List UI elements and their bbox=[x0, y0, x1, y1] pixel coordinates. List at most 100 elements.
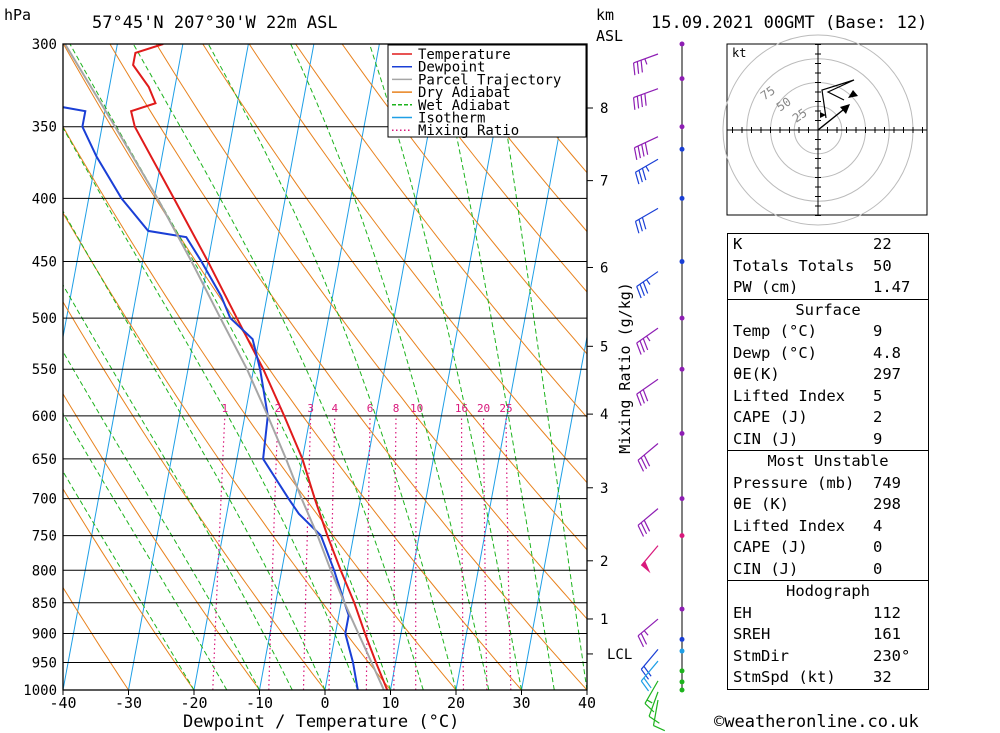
isotherm-line bbox=[63, 44, 184, 690]
surface-row: CIN (J) 9 bbox=[728, 429, 928, 451]
temp-tick-label: 40 bbox=[578, 694, 596, 712]
wind-level-dot bbox=[679, 315, 685, 321]
isotherm-line bbox=[128, 44, 249, 690]
km-tick-label: 6 bbox=[600, 260, 608, 276]
mixing-ratio-line bbox=[212, 415, 226, 690]
legend-entry: Mixing Ratio bbox=[418, 123, 519, 139]
most-unstable-row: CIN (J) 0 bbox=[728, 559, 928, 581]
surface-row: θE(K) 297 bbox=[728, 364, 928, 386]
mixing-ratio-line bbox=[302, 415, 312, 690]
mixing-ratio-line bbox=[328, 415, 336, 690]
hodograph-arrowhead bbox=[848, 90, 858, 98]
mixing-ratio-axis-label: Mixing Ratio (g/kg) bbox=[616, 282, 634, 454]
wind-level-dot bbox=[679, 195, 685, 201]
index-value: 0 bbox=[873, 559, 883, 578]
index-label: StmDir bbox=[733, 646, 789, 665]
temperature-profile bbox=[129, 44, 389, 690]
wind-level-dot bbox=[679, 76, 685, 82]
wind-barb bbox=[634, 158, 659, 185]
wind-barb bbox=[632, 53, 659, 76]
index-label: Lifted Index bbox=[733, 516, 845, 535]
wind-level-dot bbox=[679, 533, 685, 539]
most-unstable-row: θE (K) 298 bbox=[728, 494, 928, 516]
wind-level-dot bbox=[679, 636, 685, 642]
index-value: 22 bbox=[873, 235, 892, 253]
wind-barb bbox=[632, 88, 659, 110]
dry-adiabat-line bbox=[388, 44, 587, 293]
wind-barb bbox=[636, 378, 659, 406]
pressure-tick-label: 750 bbox=[32, 529, 57, 545]
wind-level-dot bbox=[679, 648, 685, 654]
wind-barb bbox=[652, 699, 666, 732]
isotherm-line bbox=[390, 44, 511, 690]
index-value: 297 bbox=[873, 365, 901, 383]
index-value: 1.47 bbox=[873, 278, 911, 296]
index-label: K bbox=[733, 235, 743, 253]
hodograph-index-row: StmDir 230° bbox=[728, 646, 928, 668]
mixing-ratio-label: 3 bbox=[307, 402, 314, 415]
index-label: StmSpd (kt) bbox=[733, 668, 836, 686]
credit-label: ©weatheronline.co.uk bbox=[714, 712, 919, 732]
wind-barb bbox=[640, 545, 659, 574]
wet-adiabat-line bbox=[63, 126, 359, 690]
km-tick-label: 8 bbox=[600, 101, 608, 117]
wet-adiabat-line bbox=[436, 44, 555, 690]
mixing-ratio-label: 10 bbox=[410, 402, 423, 415]
wind-level-dot bbox=[679, 146, 685, 152]
mixing-ratio-label: 8 bbox=[393, 402, 400, 415]
wind-level-dot bbox=[679, 496, 685, 502]
hodograph-index-section-title: Hodograph bbox=[728, 580, 928, 603]
mixing-ratio-label: 20 bbox=[477, 402, 490, 415]
km-tick-label: 1 bbox=[600, 612, 608, 628]
km-tick-label: 3 bbox=[600, 481, 608, 497]
mixing-ratio-line bbox=[415, 415, 418, 690]
index-value: 4.8 bbox=[873, 343, 901, 362]
isotherm-line bbox=[586, 687, 587, 690]
isotherm-line bbox=[193, 44, 315, 690]
wind-barb bbox=[637, 443, 659, 472]
wind-level-dot bbox=[679, 259, 685, 265]
wind-barb bbox=[636, 327, 659, 355]
index-label: CAPE (J) bbox=[733, 538, 808, 556]
index-value: 9 bbox=[873, 429, 883, 448]
legend-entry: Dewpoint bbox=[418, 60, 485, 76]
pressure-tick-label: 700 bbox=[32, 492, 57, 508]
temp-tick-label: 30 bbox=[512, 694, 530, 712]
dry-adiabat-line bbox=[295, 44, 587, 419]
dry-adiabat-line bbox=[63, 44, 522, 690]
mixing-ratio-label: 2 bbox=[275, 402, 282, 415]
wet-adiabat-line bbox=[369, 44, 522, 690]
mixing-ratio-line bbox=[268, 415, 279, 690]
pressure-tick-label: 350 bbox=[32, 120, 57, 136]
km-tick-label: 7 bbox=[600, 174, 608, 190]
hodograph-index-row: SREH 161 bbox=[728, 624, 928, 646]
mixing-ratio-label: 6 bbox=[367, 402, 374, 415]
most-unstable-row: Lifted Index 4 bbox=[728, 516, 928, 538]
hodograph-ring-label: 25 bbox=[790, 106, 810, 126]
hodograph-ring-label: 50 bbox=[774, 95, 794, 115]
km-tick-label: 4 bbox=[600, 407, 608, 423]
index-value: 50 bbox=[873, 256, 892, 275]
dry-adiabat-line bbox=[202, 44, 587, 551]
temp-tick-label: 20 bbox=[447, 694, 465, 712]
surface-row: Dewp (°C) 4.8 bbox=[728, 343, 928, 365]
temp-tick-label: -40 bbox=[49, 694, 76, 712]
wind-level-dot bbox=[679, 431, 685, 437]
index-label: Totals Totals bbox=[733, 256, 855, 275]
index-value: 749 bbox=[873, 473, 901, 492]
temp-tick-label: 0 bbox=[320, 694, 329, 712]
dry-adiabat-line bbox=[63, 125, 457, 690]
legend-entry: Wet Adiabat bbox=[418, 98, 511, 114]
station-location: 57°45'N 207°30'W 22m ASL bbox=[92, 13, 338, 33]
x-axis-title: Dewpoint / Temperature (°C) bbox=[183, 712, 459, 732]
run-datetime: 15.09.2021 00GMT (Base: 12) bbox=[651, 13, 927, 33]
most-unstable-section-title: Most Unstable bbox=[728, 450, 928, 473]
km-tick-label: 2 bbox=[600, 554, 608, 570]
temp-tick-label: -10 bbox=[246, 694, 273, 712]
index-label: Temp (°C) bbox=[733, 322, 817, 340]
hodograph-index-row: StmSpd (kt) 32 bbox=[728, 667, 928, 689]
wind-barb bbox=[644, 680, 659, 713]
isotherm-line bbox=[259, 44, 380, 690]
